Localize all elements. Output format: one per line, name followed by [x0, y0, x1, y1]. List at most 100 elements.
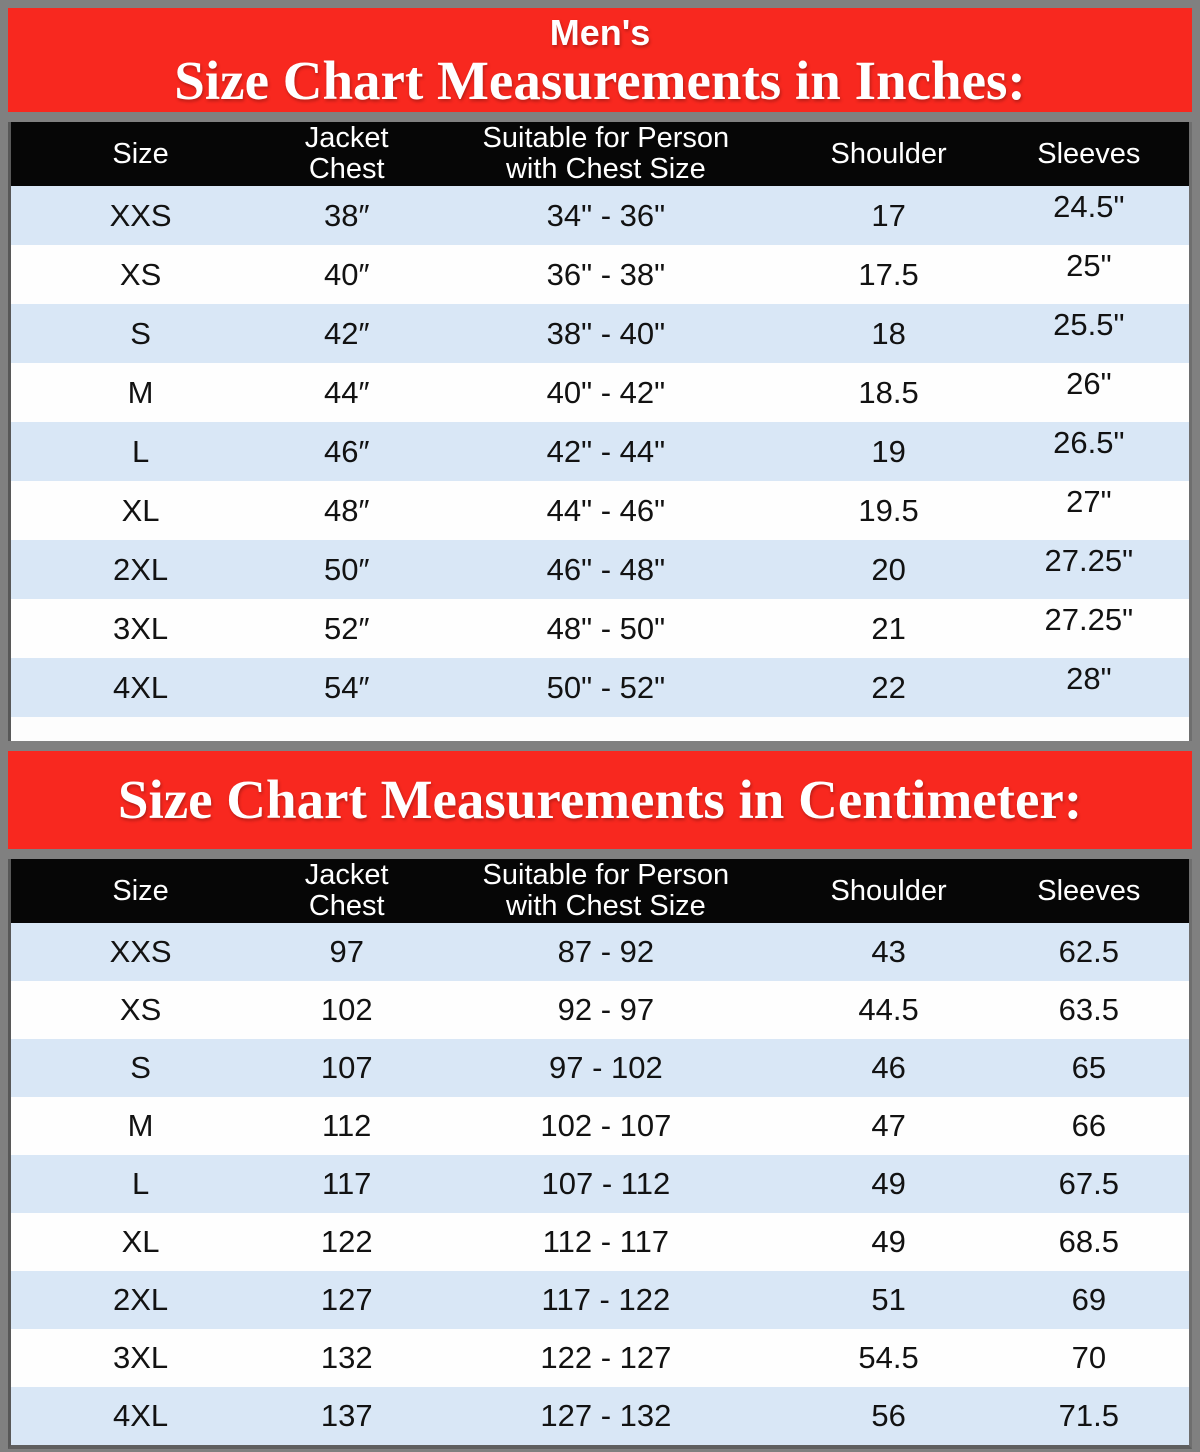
table-cell: 44″ — [270, 363, 423, 422]
cell-value: 44″ — [323, 374, 370, 410]
table-row: XXS 97 87 - 92 43 62.5 — [11, 923, 1189, 981]
table-cell: 66 — [989, 1097, 1189, 1155]
cell-value: 25.5" — [1053, 306, 1125, 342]
table-cell: 17.5 — [788, 245, 988, 304]
table-cell: 112 — [270, 1097, 423, 1155]
cell-value: 102 — [320, 992, 373, 1027]
cell-value: 40″ — [323, 256, 370, 292]
cell-value: 24.5" — [1053, 188, 1125, 224]
banner-title-centimeter: Size Chart Measurements in Centimeter: — [117, 769, 1083, 830]
table-cell: 36" - 38" — [423, 245, 788, 304]
table-row: L 46″ 42" - 44" 19 26.5" — [11, 422, 1189, 481]
cell-value: 107 — [320, 1050, 373, 1085]
size-table-centimeter: Size Jacket Chest Suitable for Person with… — [11, 859, 1189, 1445]
cell-value: 22 — [871, 669, 906, 705]
table-cell: S — [11, 304, 270, 363]
size-table-inches: Size Jacket Chest Suitable for Person with… — [11, 122, 1189, 717]
table-cell: 49 — [788, 1213, 988, 1271]
table-cell: 46 — [788, 1039, 988, 1097]
cell-value: 56 — [871, 1398, 906, 1433]
cell-value: M — [127, 1108, 154, 1143]
banner-subtitle-mens: Men's — [549, 12, 651, 53]
header-cell: Sleeves — [988, 122, 1189, 186]
cell-value: 46 — [871, 1050, 906, 1085]
cell-value: 127 — [320, 1282, 373, 1317]
table-cell: 70 — [989, 1329, 1189, 1387]
table-row: 3XL 132 122 - 127 54.5 70 — [11, 1329, 1189, 1387]
cell-value: 112 - 117 — [542, 1224, 670, 1259]
table-row: 4XL 137 127 - 132 56 71.5 — [11, 1387, 1189, 1445]
table-cell: 24.5" — [989, 186, 1189, 245]
cell-value: 48" - 50" — [546, 610, 666, 646]
table-cell: 67.5 — [989, 1155, 1189, 1213]
size-table-inches-wrap: Size Jacket Chest Suitable for Person with… — [8, 122, 1192, 741]
table-cell: 117 - 122 — [423, 1271, 788, 1329]
cell-value: 26" — [1066, 365, 1112, 401]
table-cell: 18.5 — [788, 363, 988, 422]
header-cell: Suitable for Person with Chest Size — [423, 859, 789, 923]
table-cell: 54″ — [270, 658, 423, 717]
table-cell: 71.5 — [989, 1387, 1189, 1445]
cell-value: 38" - 40" — [546, 315, 666, 351]
cell-value: 68.5 — [1058, 1224, 1120, 1259]
table-cell: 25.5" — [989, 304, 1189, 363]
header-cell: Sleeves — [988, 859, 1189, 923]
cell-value: 20 — [871, 551, 906, 587]
cell-value: 117 — [322, 1166, 372, 1201]
table-cell: XS — [11, 981, 270, 1039]
table-header-centimeter: Size Jacket Chest Suitable for Person with… — [11, 859, 1189, 923]
cell-value: 49 — [871, 1166, 906, 1201]
header-cell: Shoulder — [788, 122, 989, 186]
table-cell: 3XL — [11, 599, 270, 658]
table-cell: 69 — [989, 1271, 1189, 1329]
table-row: XL 48″ 44" - 46" 19.5 27" — [11, 481, 1189, 540]
cell-value: 102 - 107 — [540, 1108, 672, 1143]
table-cell: M — [11, 1097, 270, 1155]
cell-value: XS — [119, 992, 162, 1027]
table-row: 3XL 52″ 48" - 50" 21 27.25" — [11, 599, 1189, 658]
cell-value: 63.5 — [1058, 992, 1120, 1027]
table-cell: 52″ — [270, 599, 423, 658]
cell-value: 42″ — [323, 315, 370, 351]
table-row: XS 102 92 - 97 44.5 63.5 — [11, 981, 1189, 1039]
banner-title-inches: Size Chart Measurements in Inches: — [174, 50, 1026, 111]
table-row: 2XL 50″ 46" - 48" 20 27.25" — [11, 540, 1189, 599]
table-body-centimeter: XXS 97 87 - 92 43 62.5 XS 102 92 - 97 44.5 63.5 S 1… — [11, 923, 1189, 1445]
table-cell: 17 — [788, 186, 988, 245]
cell-value: 137 — [320, 1398, 373, 1433]
table-cell: 42″ — [270, 304, 423, 363]
table-cell: 102 - 107 — [423, 1097, 788, 1155]
cell-value: 42" - 44" — [546, 433, 666, 469]
cell-value: 46″ — [323, 433, 370, 469]
table-cell: 34" - 36" — [423, 186, 788, 245]
cell-value: 97 - 102 — [548, 1050, 663, 1085]
table-cell: 54.5 — [788, 1329, 988, 1387]
cell-value: 17.5 — [858, 256, 919, 292]
table-cell: 22 — [788, 658, 988, 717]
cell-value: 38″ — [323, 197, 370, 233]
cell-value: 27" — [1066, 483, 1112, 519]
table-cell: 65 — [989, 1039, 1189, 1097]
table-cell: M — [11, 363, 270, 422]
cell-value: 2XL — [112, 551, 169, 587]
cell-value: 26.5" — [1053, 424, 1125, 460]
cell-value: 54.5 — [858, 1340, 919, 1375]
table-cell: 40" - 42" — [423, 363, 788, 422]
cell-value: 27.25" — [1044, 542, 1134, 578]
size-table-centimeter-wrap: Size Jacket Chest Suitable for Person with… — [8, 859, 1192, 1449]
header-row: Size Jacket Chest Suitable for Person with… — [11, 859, 1189, 923]
table-row: M 44″ 40" - 42" 18.5 26" — [11, 363, 1189, 422]
table-cell: 4XL — [11, 1387, 270, 1445]
table-cell: 48″ — [270, 481, 423, 540]
cell-value: 2XL — [112, 1282, 169, 1317]
table-cell: XS — [11, 245, 270, 304]
cell-value: 36" - 38" — [546, 256, 666, 292]
table-cell: 44.5 — [788, 981, 988, 1039]
table-cell: 51 — [788, 1271, 988, 1329]
cell-value: XXS — [109, 197, 172, 233]
cell-value: 112 — [322, 1108, 372, 1143]
cell-value: 62.5 — [1058, 934, 1120, 969]
cell-value: 97 — [329, 934, 364, 969]
cell-value: 50″ — [323, 551, 370, 587]
cell-value: 47 — [871, 1108, 906, 1143]
